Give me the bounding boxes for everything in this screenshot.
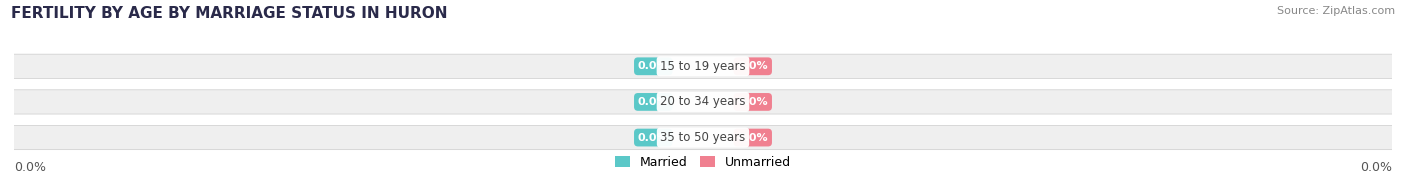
- Text: 0.0%: 0.0%: [738, 61, 768, 71]
- Text: 0.0%: 0.0%: [638, 97, 669, 107]
- Text: 15 to 19 years: 15 to 19 years: [661, 60, 745, 73]
- FancyBboxPatch shape: [0, 125, 1406, 150]
- Text: 0.0%: 0.0%: [638, 61, 669, 71]
- FancyBboxPatch shape: [0, 90, 1406, 114]
- Text: 0.0%: 0.0%: [738, 132, 768, 142]
- Text: 0.0%: 0.0%: [1360, 161, 1392, 174]
- Text: 35 to 50 years: 35 to 50 years: [661, 131, 745, 144]
- Text: 0.0%: 0.0%: [738, 97, 768, 107]
- Text: Source: ZipAtlas.com: Source: ZipAtlas.com: [1277, 6, 1395, 16]
- Legend: Married, Unmarried: Married, Unmarried: [614, 156, 792, 169]
- Text: 0.0%: 0.0%: [638, 132, 669, 142]
- Text: 20 to 34 years: 20 to 34 years: [661, 95, 745, 108]
- FancyBboxPatch shape: [0, 54, 1406, 78]
- Text: 0.0%: 0.0%: [14, 161, 46, 174]
- Text: FERTILITY BY AGE BY MARRIAGE STATUS IN HURON: FERTILITY BY AGE BY MARRIAGE STATUS IN H…: [11, 6, 447, 21]
